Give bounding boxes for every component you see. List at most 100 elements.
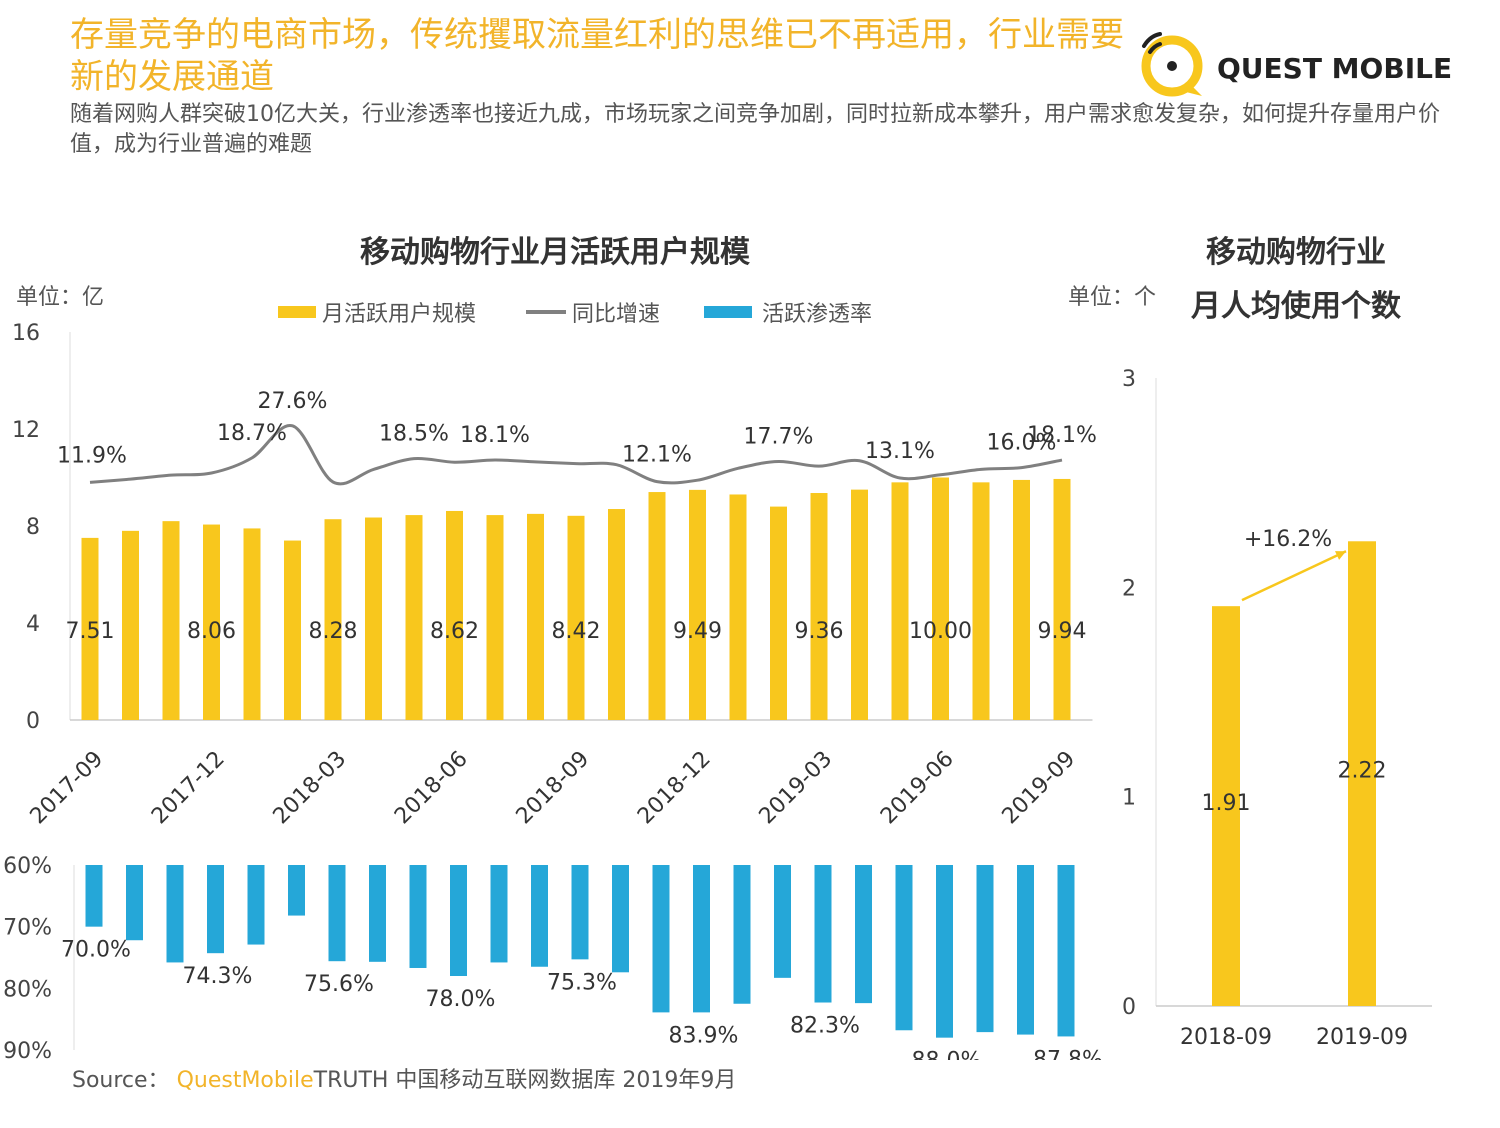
legend-label-mau: 月活跃用户规模 xyxy=(322,302,476,327)
mau-bar xyxy=(1013,479,1030,720)
penetration-bar xyxy=(1017,865,1034,1035)
side-y-tick-label: 3 xyxy=(1122,367,1136,392)
y-tick-label: 12 xyxy=(12,418,40,443)
penetration-bar xyxy=(571,865,589,960)
mau-bar xyxy=(891,482,909,720)
penetration-label: 74.3% xyxy=(183,964,253,989)
mau-bar xyxy=(365,517,382,720)
apps-bar-label: 1.91 xyxy=(1202,791,1251,816)
side-y-tick-label: 1 xyxy=(1122,786,1136,811)
penetration-label: 70.0% xyxy=(61,938,131,963)
penetration-label: 88.0% xyxy=(912,1049,982,1060)
penetration-label: 75.6% xyxy=(304,972,374,997)
penetration-bar xyxy=(855,865,872,1004)
legend-swatch-mau xyxy=(278,306,316,318)
penetration-bar xyxy=(895,865,913,1031)
penetration-bar xyxy=(652,865,670,1013)
mau-bar xyxy=(689,489,706,720)
penetration-bar xyxy=(1057,865,1075,1037)
penetration-tick-label: 80% xyxy=(3,977,52,1002)
penetration-bar xyxy=(85,865,103,927)
side-unit-label: 单位：个 xyxy=(1068,285,1156,310)
penetration-bar xyxy=(774,865,791,978)
x-tick-label: 2018-09 xyxy=(512,747,595,830)
growth-label: 18.7% xyxy=(217,421,287,446)
mau-bar xyxy=(162,521,180,720)
y-tick-label: 0 xyxy=(26,709,40,734)
legend-swatch-penetration xyxy=(704,306,752,318)
penetration-bar xyxy=(733,865,751,1004)
mau-bar-label: 8.62 xyxy=(430,619,479,644)
penetration-tick-label: 70% xyxy=(3,916,52,941)
mau-bar xyxy=(243,528,261,720)
mau-bar-label: 9.36 xyxy=(795,619,844,644)
penetration-tick-label: 90% xyxy=(3,1039,52,1060)
x-tick-label: 2018-12 xyxy=(633,747,716,830)
mau-bar xyxy=(729,494,747,720)
mau-bar xyxy=(608,509,625,720)
mau-bar xyxy=(770,506,787,720)
mau-bar xyxy=(1053,478,1071,720)
penetration-bar xyxy=(369,865,386,962)
y-tick-label: 16 xyxy=(12,321,40,346)
logo-text: QUEST MOBILE xyxy=(1217,52,1453,85)
side-y-tick-label: 2 xyxy=(1122,576,1136,601)
penetration-label: 82.3% xyxy=(790,1014,860,1039)
mau-bar xyxy=(527,513,544,720)
mau-bar xyxy=(567,515,585,720)
apps-bar xyxy=(1212,606,1240,1006)
source-brand: QuestMobile xyxy=(176,1068,314,1093)
growth-label: 18.1% xyxy=(460,423,530,448)
side-chart-title-line1: 移动购物行业 xyxy=(1206,235,1386,270)
mau-bar-label: 7.51 xyxy=(66,619,115,644)
y-tick-label: 4 xyxy=(26,612,40,637)
penetration-bar xyxy=(207,865,224,954)
growth-label: 13.1% xyxy=(865,439,935,464)
growth-label: 27.6% xyxy=(258,389,328,414)
penetration-label: 83.9% xyxy=(669,1023,739,1048)
penetration-bar xyxy=(409,865,427,968)
penetration-bar xyxy=(490,865,508,963)
mau-bar-label: 8.06 xyxy=(187,619,236,644)
penetration-bar xyxy=(450,865,467,976)
side-chart-title-line2: 月人均使用个数 xyxy=(1191,289,1402,324)
mau-bar-label: 8.42 xyxy=(552,619,601,644)
mau-bar xyxy=(486,515,504,720)
x-tick-label: 2019-06 xyxy=(876,747,959,830)
apps-bar-label: 2.22 xyxy=(1338,759,1387,784)
x-tick-label: 2018-03 xyxy=(269,747,352,830)
page-subtitle: 随着网购人群突破10亿大关，行业渗透率也接近九成，市场玩家之间竞争加剧，同时拉新… xyxy=(70,102,1440,157)
main-unit-label: 单位：亿 xyxy=(16,285,104,310)
x-tick-label: 2018-06 xyxy=(390,747,473,830)
penetration-bar xyxy=(288,865,305,916)
mau-bar-label: 9.94 xyxy=(1038,619,1087,644)
mau-bar xyxy=(851,489,868,720)
source-note: Source： QuestMobileTRUTH 中国移动互联网数据库 2019… xyxy=(72,1062,736,1094)
penetration-label: 75.3% xyxy=(547,970,617,995)
main-chart-title: 移动购物行业月活跃用户规模 xyxy=(360,235,750,270)
mau-bar xyxy=(446,510,463,720)
growth-label: 17.7% xyxy=(744,424,814,449)
page-title: 存量竞争的电商市场，传统攫取流量红利的思维已不再适用，行业需要新的发展通道 xyxy=(70,15,1124,97)
mau-bar xyxy=(81,537,99,720)
mau-bar-label: 10.00 xyxy=(909,619,972,644)
penetration-bar xyxy=(936,865,953,1038)
penetration-bar xyxy=(814,865,832,1003)
legend-label-penetration: 活跃渗透率 xyxy=(762,302,872,327)
penetration-label: 78.0% xyxy=(426,987,496,1012)
apps-bar xyxy=(1348,541,1376,1006)
mau-bar xyxy=(122,530,139,720)
mau-bar-label: 9.49 xyxy=(673,619,722,644)
legend-label-growth: 同比增速 xyxy=(572,302,660,327)
side-x-tick-label: 2018-09 xyxy=(1180,1025,1272,1050)
penetration-bar xyxy=(247,865,265,945)
penetration-bar xyxy=(612,865,629,973)
side-y-tick-label: 0 xyxy=(1122,995,1136,1020)
growth-label: 18.5% xyxy=(379,422,449,447)
growth-label: 12.1% xyxy=(622,443,692,468)
penetration-bar xyxy=(693,865,710,1013)
mau-bar xyxy=(810,493,828,720)
growth-label: 18.1% xyxy=(1027,423,1097,448)
